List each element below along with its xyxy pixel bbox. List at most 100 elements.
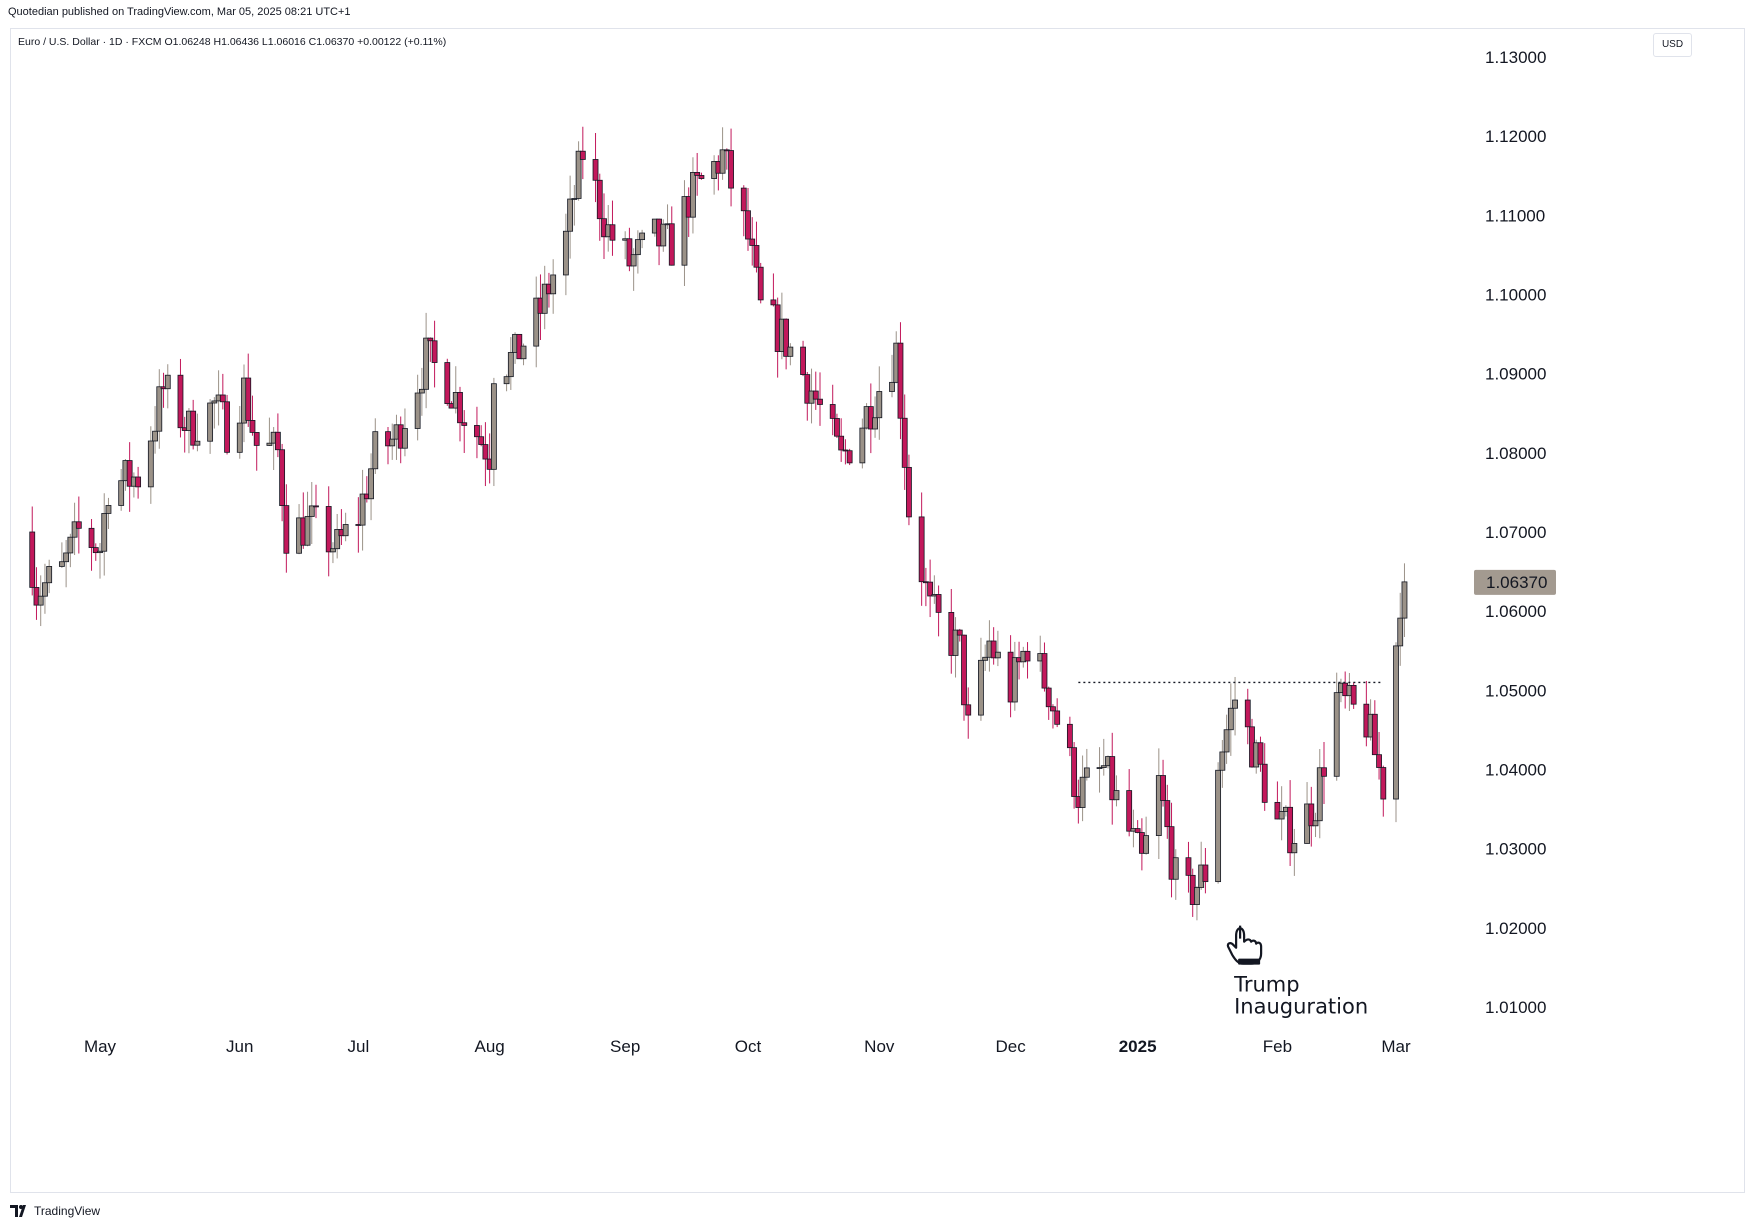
price-tick-label: 1.10000	[1485, 286, 1546, 305]
candle-down	[745, 210, 751, 240]
candle-down	[927, 581, 934, 597]
price-axis[interactable]: 1.13000 1.12000 1.11000 1.10000 1.09000 1.080…	[1485, 48, 1546, 1017]
candle-up	[1397, 617, 1404, 647]
candle-up	[567, 198, 574, 232]
candle-up	[550, 274, 557, 295]
candle-down	[1109, 756, 1116, 801]
candle-up	[118, 480, 125, 506]
price-tick-label: 1.01000	[1485, 998, 1546, 1017]
annotation[interactable]: Trump Inauguration	[1226, 925, 1368, 1019]
price-tick-label: 1.06000	[1485, 602, 1546, 621]
price-tick-label: 1.04000	[1485, 761, 1546, 780]
time-tick-label: Feb	[1263, 1037, 1292, 1056]
candle-down	[325, 506, 332, 553]
candle-up	[719, 149, 726, 174]
candle-down	[906, 466, 912, 518]
candle-down	[224, 401, 230, 453]
candle-up	[1312, 820, 1319, 827]
candle-down	[961, 634, 967, 706]
candle-up	[63, 552, 70, 563]
candle-down	[579, 150, 586, 160]
candle-down	[482, 444, 489, 460]
candle-up	[304, 516, 311, 546]
price-tick-label: 1.13000	[1485, 48, 1546, 67]
candle-up	[101, 513, 108, 552]
candle-down	[1244, 699, 1251, 728]
chart-frame	[10, 28, 1745, 1193]
price-tick-label: 1.12000	[1485, 127, 1546, 146]
candle-down	[219, 394, 226, 403]
candle-up	[490, 383, 497, 470]
candle-down	[249, 420, 256, 433]
candle-down	[897, 342, 904, 419]
footer-brand[interactable]: TradingView	[34, 1204, 101, 1218]
candle-up	[308, 505, 315, 517]
candle-up	[978, 659, 984, 716]
candle-up	[42, 582, 48, 597]
candle-down	[901, 417, 908, 468]
candle-up	[1278, 811, 1285, 820]
candle-down	[1185, 857, 1192, 876]
candle-up	[1291, 843, 1298, 854]
annotation-line-2: Inauguration	[1234, 995, 1368, 1019]
candle-up	[1223, 729, 1230, 753]
candle-down	[253, 432, 260, 446]
candle-up	[571, 198, 578, 200]
candle-up	[156, 386, 163, 432]
candle-up	[1011, 657, 1018, 703]
candle-down	[313, 505, 319, 508]
currency-button[interactable]: USD	[1653, 33, 1692, 57]
price-tick-label: 1.05000	[1485, 681, 1546, 700]
symbol-legend[interactable]: Euro / U.S. Dollar · 1D · FXCM O1.06248 …	[18, 36, 447, 48]
candle-up	[414, 392, 421, 429]
candle-down	[935, 594, 942, 613]
candle-up	[418, 388, 425, 394]
candle-down	[592, 159, 599, 181]
time-tick-label: Jul	[347, 1037, 369, 1056]
candle-down	[1321, 767, 1327, 777]
candle-down	[838, 435, 845, 451]
candle-up	[1215, 769, 1222, 883]
candle-down	[1050, 706, 1056, 712]
candle-down	[29, 531, 36, 588]
time-tick-label: Sep	[610, 1037, 640, 1056]
candle-down	[431, 340, 438, 363]
candle-up	[1155, 775, 1162, 836]
candle-up	[1143, 835, 1150, 854]
candle-down	[457, 392, 463, 424]
candle-down	[812, 390, 819, 400]
time-axis[interactable]: May Jun Jul Aug Sep Oct Nov Dec 2025 Feb Mar	[84, 1037, 1411, 1056]
tradingview-logo-icon[interactable]	[10, 1205, 30, 1217]
candle-down	[245, 377, 252, 421]
candle-up	[1401, 581, 1408, 619]
candle-down	[1308, 803, 1315, 827]
candle-down	[626, 238, 633, 267]
time-tick-label: Dec	[995, 1037, 1026, 1056]
candle-down	[694, 172, 701, 176]
candle-down	[609, 224, 616, 241]
candle-down	[461, 422, 468, 426]
candle-down	[444, 362, 451, 404]
time-tick-label: Oct	[735, 1037, 762, 1056]
candle-up	[634, 239, 641, 256]
candle-up	[105, 505, 112, 514]
candle-down	[1066, 723, 1073, 749]
last-price-tag-background	[1474, 569, 1556, 595]
candle-down	[1041, 653, 1048, 689]
candle-up	[562, 230, 569, 276]
candle-down	[1071, 747, 1078, 797]
price-tick-label: 1.09000	[1485, 365, 1546, 384]
candle-up	[876, 391, 883, 419]
time-tick-label: 2025	[1119, 1037, 1157, 1056]
candle-up	[236, 422, 243, 453]
last-price-label: 1.06370	[1486, 573, 1547, 592]
time-tick-label: Mar	[1381, 1037, 1411, 1056]
candle-down	[1160, 775, 1166, 801]
candle-up	[690, 172, 696, 218]
candle-up	[1219, 751, 1226, 771]
candle-down	[1376, 754, 1382, 768]
candle-down	[596, 179, 603, 220]
candle-up	[58, 561, 65, 567]
candle-down	[1168, 826, 1175, 880]
